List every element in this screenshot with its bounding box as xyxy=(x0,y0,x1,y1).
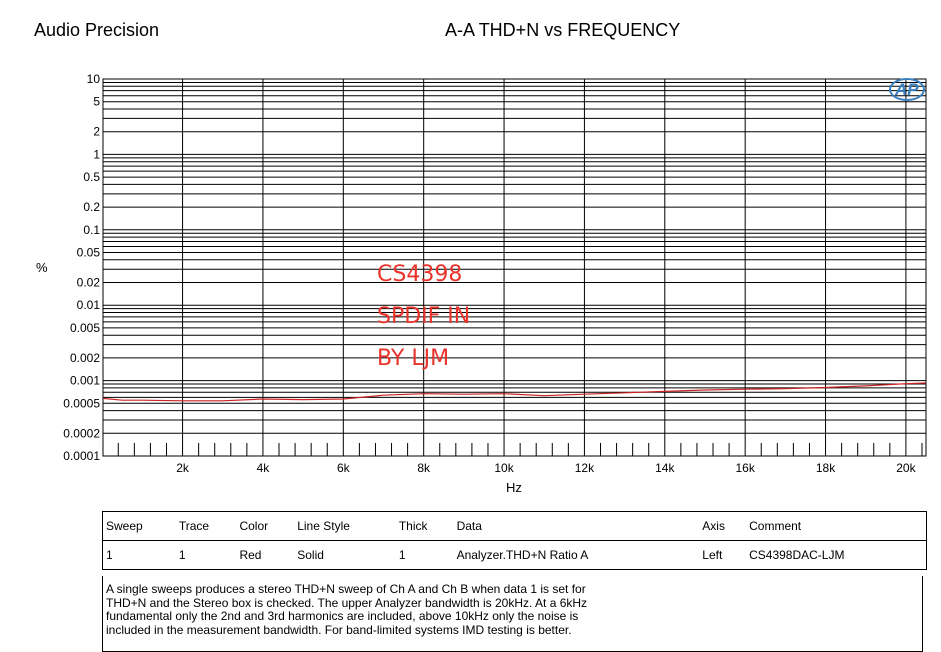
x-tick-label: 10k xyxy=(494,461,514,475)
y-tick-label: 0.0001 xyxy=(63,449,100,463)
legend-cell: 1 xyxy=(395,540,454,570)
legend-header-cell: Trace xyxy=(175,511,237,541)
annotation-line: BY LJM xyxy=(377,346,450,371)
y-tick-label: 2 xyxy=(93,125,100,139)
y-tick-label: 0.1 xyxy=(83,223,100,237)
legend-header-cell: Thick xyxy=(395,511,454,541)
x-tick-label: 4k xyxy=(257,461,271,475)
y-tick-label: 0.0002 xyxy=(63,426,100,440)
ap-logo-icon: AP xyxy=(889,78,925,101)
notes-line: included in the measurement bandwidth. F… xyxy=(106,622,572,637)
legend-header-cell: Line Style xyxy=(294,511,396,541)
notes-line: A single sweeps produces a stereo THD+N … xyxy=(106,582,586,596)
legend-cell: Red xyxy=(236,540,295,570)
annotation-line: CS4398 xyxy=(377,262,463,287)
notes-box: A single sweeps produces a stereo THD+N … xyxy=(102,576,923,652)
y-tick-label: 0.2 xyxy=(83,200,100,214)
x-tick-label: 12k xyxy=(575,461,595,475)
thd-chart: 10 5 2 1 0.5 0.2 0.1 0.05 0.02 0.01 0.005 0.002 0.00… xyxy=(63,72,927,475)
legend-header-cell: Color xyxy=(236,511,295,541)
legend-header-row: Sweep Trace Color Line Style Thick Data … xyxy=(101,511,928,541)
legend-cell: CS4398DAC-LJM xyxy=(746,540,928,570)
y-tick-label: 1 xyxy=(93,147,100,161)
x-tick-label: 16k xyxy=(735,461,755,475)
y-tick-label: 0.05 xyxy=(77,245,101,259)
legend-cell: 1 xyxy=(101,540,176,570)
legend-header-cell: Comment xyxy=(746,511,928,541)
x-tick-label: 18k xyxy=(816,461,836,475)
notes-line: THD+N and the Stereo box is checked. The… xyxy=(106,595,588,610)
x-tick-label: 20k xyxy=(896,461,916,475)
legend-cell: 1 xyxy=(175,540,237,570)
x-tick-label: 6k xyxy=(337,461,351,475)
legend-cell: Solid xyxy=(294,540,396,570)
brand-label: Audio Precision xyxy=(34,20,160,40)
notes-line: fundamental only the 2nd and 3rd harmoni… xyxy=(106,609,579,623)
y-tick-label: 10 xyxy=(87,72,101,86)
trace-legend-table: Sweep Trace Color Line Style Thick Data … xyxy=(101,511,928,570)
x-axis-label: Hz xyxy=(506,480,522,495)
y-tick-label: 0.5 xyxy=(83,170,100,184)
legend-cell: Left xyxy=(699,540,747,570)
y-tick-label: 0.002 xyxy=(70,351,100,365)
chart-title: A-A THD+N vs FREQUENCY xyxy=(445,20,681,40)
y-tick-label: 0.0005 xyxy=(63,396,100,410)
y-tick-label: 0.001 xyxy=(70,374,100,388)
legend-header-cell: Axis xyxy=(699,511,747,541)
legend-data-row: 1 1 Red Solid 1 Analyzer.THD+N Ratio A L… xyxy=(101,540,928,570)
legend-cell: Analyzer.THD+N Ratio A xyxy=(453,540,700,570)
annotation-line: SPDIF IN xyxy=(377,304,471,329)
y-axis-label: % xyxy=(36,260,48,275)
x-tick-label: 14k xyxy=(655,461,675,475)
plot-frame xyxy=(102,78,927,457)
y-tick-label: 0.02 xyxy=(77,276,101,290)
series-line xyxy=(102,382,927,402)
x-tick-label: 2k xyxy=(176,461,190,475)
y-tick-label: 5 xyxy=(93,95,100,109)
legend-header-cell: Sweep xyxy=(101,511,176,541)
legend-header-cell: Data xyxy=(453,511,700,541)
x-tick-label: 8k xyxy=(417,461,431,475)
y-tick-label: 0.01 xyxy=(77,298,101,312)
y-tick-label: 0.005 xyxy=(70,321,100,335)
